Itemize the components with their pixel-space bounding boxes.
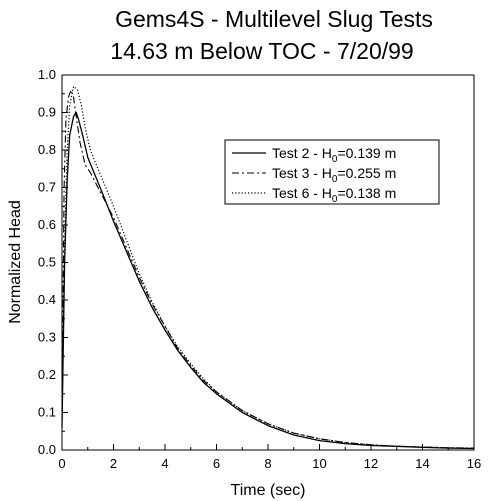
- x-tick-label: 2: [110, 456, 117, 471]
- x-tick-label: 12: [364, 456, 378, 471]
- y-tick-label: 0.9: [38, 105, 56, 120]
- x-tick-label: 14: [415, 456, 429, 471]
- plot-frame: [61, 74, 475, 451]
- x-tick-label: 4: [161, 456, 168, 471]
- chart-title: Gems4S - Multilevel Slug Tests: [115, 6, 433, 32]
- legend-label-1: Test 2 - H0=0.139 m: [272, 145, 396, 165]
- chart-subtitle: 14.63 m Below TOC - 7/20/99: [110, 38, 413, 64]
- y-tick-label: 0.3: [38, 330, 56, 345]
- x-tick-label: 8: [264, 456, 271, 471]
- y-tick-label: 0.6: [38, 217, 56, 232]
- legend-box: [224, 139, 440, 205]
- y-tick-label: 0.0: [38, 442, 56, 457]
- y-tick-label: 0.8: [38, 142, 56, 157]
- legend-label-2: Test 3 - H0=0.255 m: [272, 165, 396, 185]
- legend-label-3: Test 6 - H0=0.138 m: [272, 185, 396, 205]
- y-tick-label: 1.0: [38, 67, 56, 82]
- x-tick-label: 6: [213, 456, 220, 471]
- x-tick-label: 16: [467, 456, 481, 471]
- x-tick-label: 0: [58, 456, 65, 471]
- y-tick-label: 0.2: [38, 367, 56, 382]
- y-tick-label: 0.1: [38, 405, 56, 420]
- y-axis-label: Normalized Head: [7, 200, 24, 324]
- y-tick-label: 0.5: [38, 255, 56, 270]
- y-tick-label: 0.7: [38, 180, 56, 195]
- x-tick-label: 10: [312, 456, 326, 471]
- x-axis-label: Time (sec): [231, 482, 306, 499]
- axis-ticks: 0 2 4 6 8 10 12 14 16 0.0 0.1 0.2 0.3 0.4 0.5 0.6 0.7 0.8…: [38, 67, 481, 471]
- series-lines: [61, 85, 475, 450]
- y-tick-label: 0.4: [38, 292, 56, 307]
- series-line-2: [61, 89, 475, 449]
